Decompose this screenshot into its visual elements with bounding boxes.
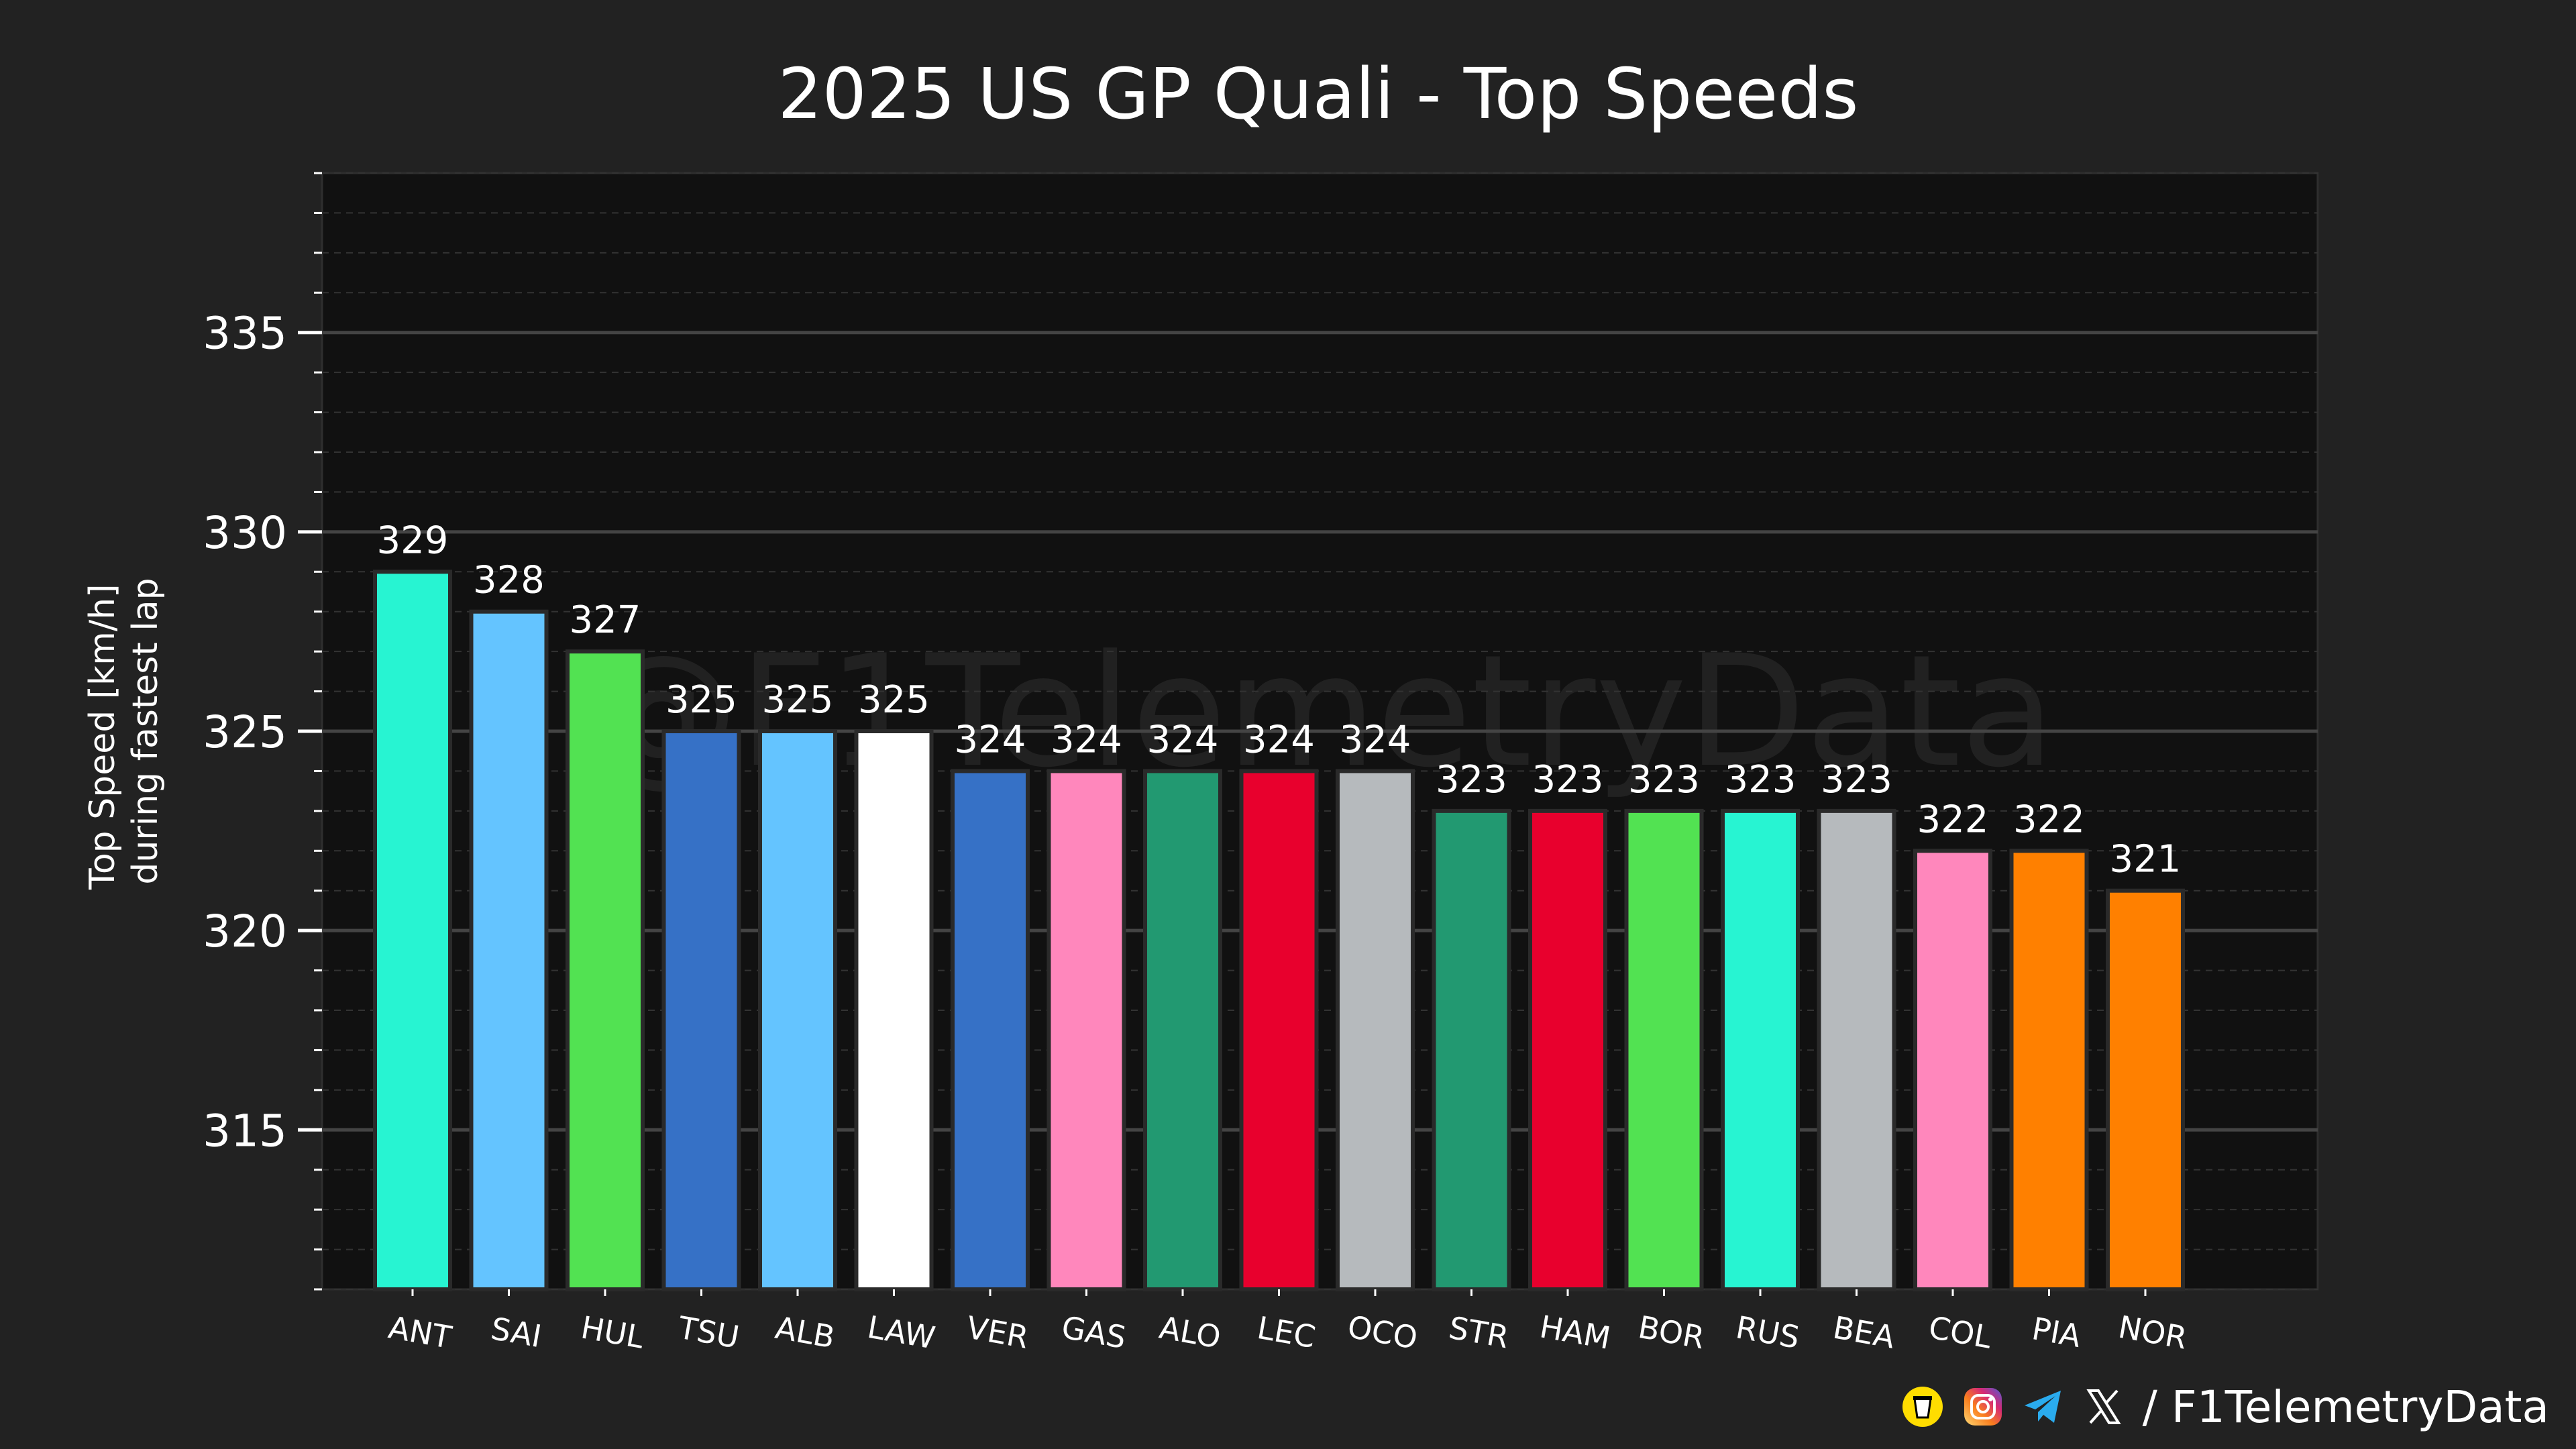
x-tick-label: HUL xyxy=(578,1309,647,1356)
x-tick-label: PIA xyxy=(2029,1310,2084,1354)
x-tick-label: ALO xyxy=(1157,1309,1224,1356)
bar-value-label: 325 xyxy=(665,678,737,722)
x-tick-label: GAS xyxy=(1059,1309,1128,1356)
instagram-icon[interactable] xyxy=(1962,1385,2004,1428)
bar-labels: 329 328 327 325 325 325 324 324 324 324 324 323 323 3… xyxy=(377,519,2182,881)
bar-alo xyxy=(1143,769,1222,1291)
bar-bor xyxy=(1624,808,1704,1292)
x-tick-label: HAM xyxy=(1537,1308,1613,1356)
x-tick-label: BEA xyxy=(1831,1309,1898,1356)
x-tick-label: ANT xyxy=(386,1309,455,1356)
bar-value-label: 324 xyxy=(955,718,1026,761)
bar-value-label: 329 xyxy=(377,519,449,562)
bar-ham xyxy=(1528,808,1607,1292)
bar-value-label: 324 xyxy=(1147,718,1219,761)
y-axis-label-line-2: during fastest lap xyxy=(125,578,166,884)
bar-value-label: 323 xyxy=(1628,758,1700,802)
bar-value-label: 322 xyxy=(2013,798,2085,841)
y-tick-label: 325 xyxy=(203,706,287,758)
bar-tsu xyxy=(661,729,741,1291)
bar-ant xyxy=(373,570,452,1291)
bar-value-label: 322 xyxy=(1917,798,1989,841)
bar-ver xyxy=(951,769,1030,1291)
bar-value-label: 325 xyxy=(858,678,930,722)
y-tick-label: 330 xyxy=(203,507,287,559)
bar-bea xyxy=(1817,808,1896,1292)
bar-value-label: 325 xyxy=(762,678,834,722)
x-tick-label: LAW xyxy=(865,1309,938,1356)
y-tick-label: 320 xyxy=(203,906,287,957)
x-tick-label: VER xyxy=(964,1309,1031,1355)
bar-gas xyxy=(1046,769,1126,1291)
x-tick-label: BOR xyxy=(1635,1309,1707,1356)
buymeacoffee-icon[interactable] xyxy=(1901,1385,1944,1428)
bar-alb xyxy=(758,729,837,1291)
bar-pia xyxy=(2009,849,2089,1292)
bar-value-label: 328 xyxy=(473,559,545,602)
x-tick-label: TSU xyxy=(675,1309,742,1355)
social-handle: / F1TelemetryData xyxy=(2142,1381,2549,1433)
x-tick-label: NOR xyxy=(2116,1309,2190,1356)
bar-value-label: 324 xyxy=(1340,718,1411,761)
bar-value-label: 323 xyxy=(1725,758,1796,802)
bar-value-label: 324 xyxy=(1051,718,1122,761)
bars xyxy=(373,570,2185,1292)
y-tick-label: 335 xyxy=(203,308,287,360)
bar-rus xyxy=(1721,808,1800,1292)
x-tick-label: RUS xyxy=(1733,1309,1803,1356)
x-tick-label: STR xyxy=(1446,1309,1511,1356)
bar-value-label: 323 xyxy=(1532,758,1604,802)
x-icon[interactable] xyxy=(2082,1385,2125,1428)
bar-value-label: 324 xyxy=(1243,718,1315,761)
grid xyxy=(322,172,2318,1290)
y-tick-label: 315 xyxy=(203,1105,287,1157)
x-tick-label: SAI xyxy=(488,1310,544,1354)
x-tick-label: COL xyxy=(1926,1309,1994,1356)
x-tick-label: LEC xyxy=(1254,1309,1318,1355)
bar-oco xyxy=(1336,769,1415,1291)
bar-sai xyxy=(469,609,549,1291)
bar-lec xyxy=(1239,769,1319,1291)
y-axis: 315 320 325 330 335 xyxy=(203,172,322,1291)
bar-value-label: 321 xyxy=(2110,838,2182,881)
x-tick-label: OCO xyxy=(1345,1308,1420,1356)
bar-value-label: 327 xyxy=(570,598,641,642)
x-tick-label: ALB xyxy=(773,1309,838,1356)
bar-col xyxy=(1913,849,1992,1292)
telegram-icon[interactable] xyxy=(2022,1385,2065,1428)
footer: / F1TelemetryData xyxy=(1901,1377,2549,1437)
bar-value-label: 323 xyxy=(1436,758,1507,802)
bar-value-label: 323 xyxy=(1821,758,1892,802)
x-axis: ANT SAI HUL TSU ALB LAW VER GAS ALO LEC OCO STR HAM B… xyxy=(386,1289,2190,1356)
y-axis-label: Top Speed [km/h] during fastest lap xyxy=(83,573,166,890)
bar-law xyxy=(854,729,934,1291)
y-axis-label-line-1: Top Speed [km/h] xyxy=(83,584,123,890)
bar-nor xyxy=(2106,888,2185,1291)
bar-hul xyxy=(566,649,645,1291)
bar-str xyxy=(1432,808,1511,1292)
chart-title: 2025 US GP Quali - Top Speeds xyxy=(778,53,1859,135)
